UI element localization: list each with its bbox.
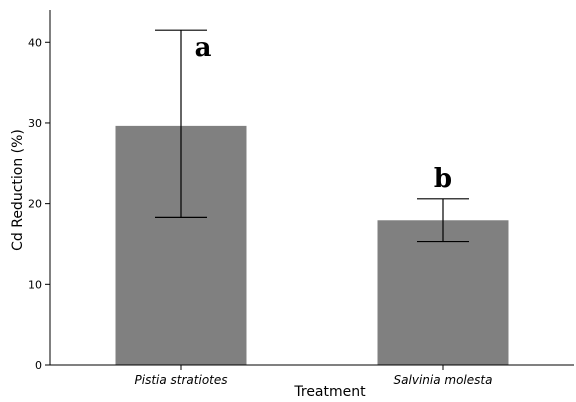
- y-ticks: 0 10 20 30 40: [28, 36, 50, 372]
- y-axis-title: Cd Reduction (%): [10, 129, 26, 251]
- x-tick-label: Pistia stratiotes: [135, 373, 228, 387]
- significance-letter: b: [434, 164, 452, 194]
- x-tick-label: Salvinia molesta: [394, 373, 493, 387]
- significance-letter: a: [195, 33, 212, 63]
- x-axis-title: Treatment: [293, 384, 366, 400]
- bars: [114, 124, 510, 366]
- y-tick-label: 20: [28, 198, 42, 211]
- y-tick-label: 10: [28, 278, 42, 291]
- y-tick-label: 40: [28, 36, 42, 49]
- significance-letters: ab: [195, 33, 453, 194]
- error-bars: [155, 29, 469, 243]
- y-tick-label: 30: [28, 117, 42, 130]
- y-tick-label: 0: [35, 359, 42, 372]
- bar: [376, 219, 510, 366]
- x-ticks: Pistia stratiotes Salvinia molesta: [135, 365, 493, 387]
